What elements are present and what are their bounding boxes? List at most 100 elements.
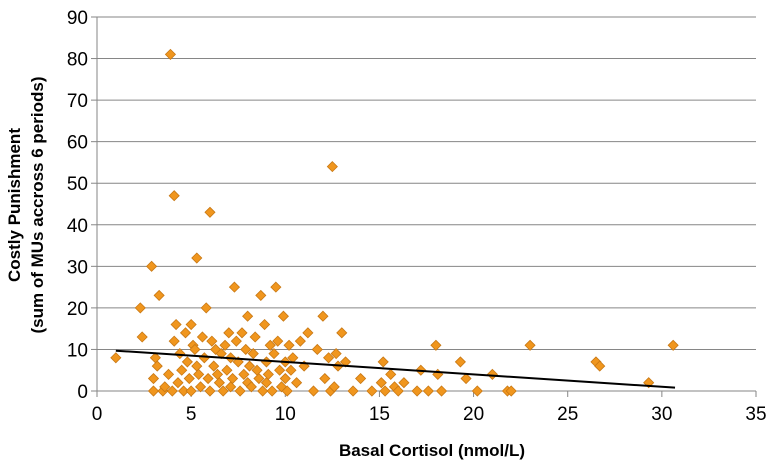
data-point (379, 385, 391, 397)
data-point (240, 343, 252, 356)
x-tick-label: 20 (463, 404, 484, 425)
data-point (266, 385, 278, 397)
data-point (257, 385, 269, 397)
y-tick-label: 60 (67, 133, 88, 154)
data-point (336, 327, 348, 339)
data-point (264, 339, 276, 351)
data-point (330, 348, 342, 360)
y-tick-label: 10 (67, 340, 88, 361)
data-point (323, 352, 335, 364)
data-point (225, 381, 237, 393)
y-tick-label: 70 (67, 91, 88, 112)
data-point (196, 331, 209, 343)
data-point (247, 348, 259, 360)
data-point (594, 360, 606, 372)
data-point (227, 372, 239, 385)
x-tick-label: 15 (369, 404, 390, 425)
data-point (238, 368, 250, 380)
data-point (174, 348, 186, 360)
data-point (213, 377, 225, 389)
x-tick-label: 0 (92, 404, 103, 425)
data-point (307, 385, 320, 397)
data-point (172, 377, 184, 389)
data-point (411, 385, 423, 397)
data-point (249, 331, 261, 343)
data-point (162, 368, 175, 380)
data-point (217, 385, 229, 397)
data-point (147, 372, 160, 385)
x-tick-label: 35 (745, 404, 766, 425)
data-point (204, 385, 216, 397)
gridlines (97, 16, 756, 350)
data-point (294, 335, 306, 347)
data-point (435, 385, 448, 397)
data-point (221, 364, 233, 376)
trendline-group (115, 349, 676, 389)
data-point (277, 310, 289, 322)
data-point (366, 385, 378, 397)
data-point (398, 377, 410, 389)
data-point (189, 343, 201, 356)
data-point (375, 377, 387, 389)
data-point (268, 348, 280, 360)
data-point (262, 368, 274, 380)
data-point (242, 310, 254, 322)
x-tick-label: 25 (557, 404, 578, 425)
data-point (255, 289, 267, 301)
data-point (223, 327, 235, 339)
data-point (285, 364, 297, 376)
data-point (208, 360, 220, 372)
y-tick-label: 20 (67, 299, 88, 320)
data-point (204, 206, 216, 218)
data-point (164, 48, 176, 60)
data-point (422, 385, 434, 397)
data-point (147, 385, 160, 397)
y-tick-label: 0 (77, 382, 88, 403)
tick-labels: 0 10 20 30 40 50 60 70 80 90 0 5 10 15 20 25 30 35 (67, 8, 767, 425)
data-point (243, 360, 256, 372)
data-point (260, 356, 273, 368)
data-point (355, 372, 367, 385)
data-point (385, 368, 397, 380)
y-tick-label: 30 (67, 257, 88, 278)
data-point (302, 327, 314, 339)
data-point (392, 385, 404, 397)
data-point (281, 385, 293, 397)
data-point (151, 360, 163, 372)
data-point (179, 327, 192, 339)
data-point (279, 372, 291, 385)
data-point (234, 385, 246, 397)
data-point (200, 302, 212, 314)
data-point (236, 327, 248, 339)
trendline (115, 349, 676, 389)
x-tick-label: 10 (275, 404, 296, 425)
data-point (505, 385, 517, 397)
data-point (176, 364, 188, 376)
data-point (259, 318, 271, 331)
data-point (206, 335, 218, 347)
data-point (136, 331, 148, 343)
data-point (471, 385, 483, 397)
data-point (283, 339, 295, 351)
data-point (274, 364, 286, 376)
data-point (524, 339, 536, 351)
data-point (191, 360, 203, 372)
y-axis-subtitle: (sum of MUs accross 6 periods) (28, 77, 47, 334)
y-tick-label: 90 (67, 8, 88, 29)
data-point (667, 339, 679, 351)
y-tick-label: 80 (67, 50, 88, 71)
data-point (377, 356, 389, 368)
data-point (486, 368, 498, 380)
data-point (153, 289, 165, 301)
x-tick-label: 30 (651, 404, 672, 425)
data-point (339, 356, 352, 368)
data-point (454, 356, 466, 368)
data-point (272, 335, 284, 347)
data-point (110, 352, 122, 364)
data-point (183, 372, 195, 385)
data-point (168, 190, 180, 202)
data-point (181, 356, 193, 368)
data-point (193, 368, 205, 380)
data-point (166, 385, 178, 397)
data-point (311, 343, 323, 356)
